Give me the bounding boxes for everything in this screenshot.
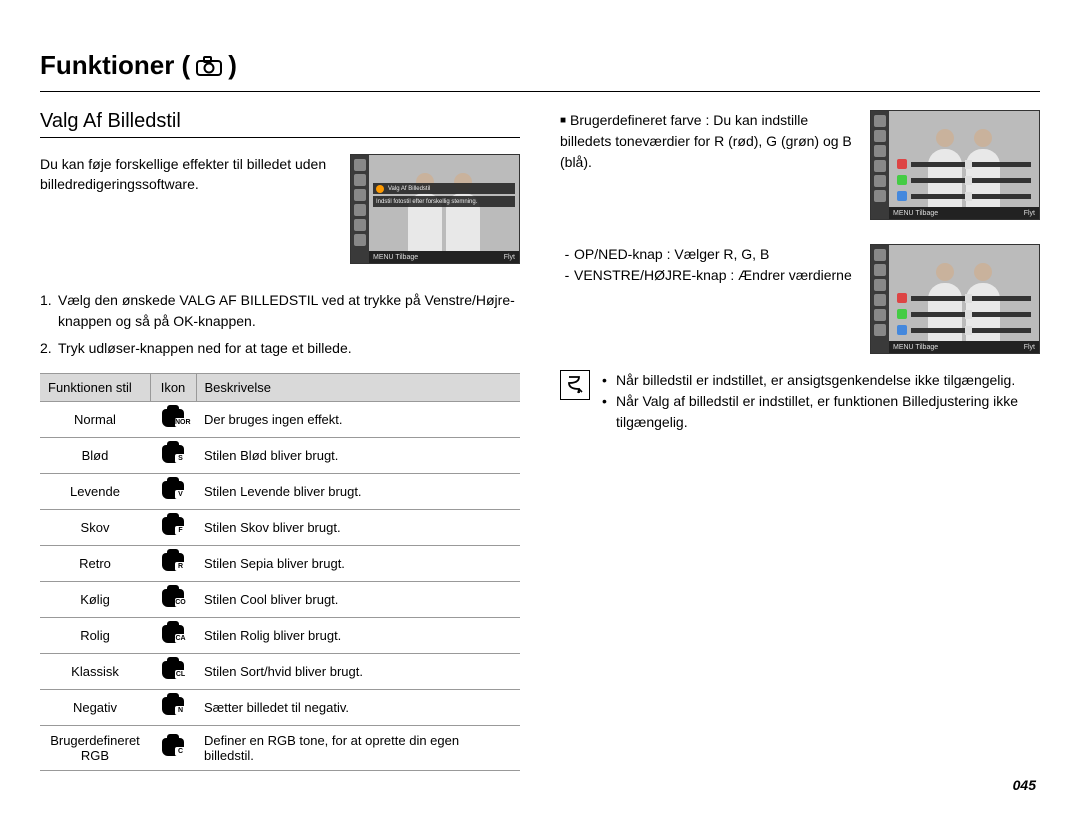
- cell-stil: Negativ: [40, 690, 150, 726]
- table-row: Klassisk CL Stilen Sort/hvid bliver brugt.: [40, 654, 520, 690]
- lcd3-foot-left: MENU Tilbage: [893, 344, 938, 351]
- step-text: Vælg den ønskede VALG AF BILLEDSTIL ved …: [58, 290, 520, 332]
- cell-desc: Definer en RGB tone, for at oprette din …: [196, 726, 520, 771]
- cell-ikon: R: [150, 546, 196, 582]
- th-stil: Funktionen stil: [40, 374, 150, 402]
- cell-stil: Rolig: [40, 618, 150, 654]
- style-icon: CA: [162, 625, 184, 643]
- cell-ikon: F: [150, 510, 196, 546]
- th-ikon: Ikon: [150, 374, 196, 402]
- cell-desc: Stilen Cool bliver brugt.: [196, 582, 520, 618]
- step-num: 1.: [40, 290, 58, 332]
- lcd-preview-2: MENU Tilbage Flyt: [870, 110, 1040, 220]
- step-num: 2.: [40, 338, 58, 359]
- style-icon: R: [162, 553, 184, 571]
- section-divider: [40, 137, 520, 138]
- title-prefix: Funktioner (: [40, 50, 190, 81]
- custom-label: Brugerdefineret farve :: [570, 112, 713, 128]
- note-text: Når Valg af billedstil er indstillet, er…: [616, 391, 1040, 433]
- lcd2-foot-left: MENU Tilbage: [893, 210, 938, 217]
- knap-desc: Vælger R, G, B: [674, 246, 769, 262]
- knap-list: -OP/NED-knap : Vælger R, G, B -VENSTRE/H…: [560, 244, 856, 330]
- bullet-square: ■: [560, 115, 566, 126]
- cell-stil: Retro: [40, 546, 150, 582]
- lcd-sidebar: [351, 155, 369, 263]
- cell-ikon: V: [150, 474, 196, 510]
- table-row: Kølig CO Stilen Cool bliver brugt.: [40, 582, 520, 618]
- page-number: 045: [1013, 777, 1036, 793]
- table-row: Levende V Stilen Levende bliver brugt.: [40, 474, 520, 510]
- page-title: Funktioner ( ): [40, 50, 1040, 81]
- style-icon: F: [162, 517, 184, 535]
- knap-label: VENSTRE/HØJRE-knap :: [574, 267, 738, 283]
- lcd3-foot-right: Flyt: [1024, 344, 1035, 351]
- lcd-preview-1: Valg Af Billedstil Indstil fotostil efte…: [350, 154, 520, 264]
- table-row: Rolig CA Stilen Rolig bliver brugt.: [40, 618, 520, 654]
- style-icon: C: [162, 738, 184, 756]
- cell-ikon: CO: [150, 582, 196, 618]
- steps-list: 1.Vælg den ønskede VALG AF BILLEDSTIL ve…: [40, 290, 520, 359]
- lcd2-foot-right: Flyt: [1024, 210, 1035, 217]
- right-column: ■Brugerdefineret farve : Du kan indstill…: [560, 110, 1040, 771]
- cell-desc: Stilen Blød bliver brugt.: [196, 438, 520, 474]
- cell-desc: Sætter billedet til negativ.: [196, 690, 520, 726]
- cell-ikon: N: [150, 690, 196, 726]
- cell-desc: Stilen Rolig bliver brugt.: [196, 618, 520, 654]
- style-icon: CO: [162, 589, 184, 607]
- style-icon: N: [162, 697, 184, 715]
- table-row: Negativ N Sætter billedet til negativ.: [40, 690, 520, 726]
- step-text: Tryk udløser-knappen ned for at tage et …: [58, 338, 352, 359]
- style-icon: V: [162, 481, 184, 499]
- note-list: •Når billedstil er indstillet, er ansigt…: [602, 370, 1040, 433]
- cell-ikon: CA: [150, 618, 196, 654]
- cell-desc: Stilen Levende bliver brugt.: [196, 474, 520, 510]
- title-divider: [40, 91, 1040, 92]
- cell-stil: Klassisk: [40, 654, 150, 690]
- style-icon: NOR: [162, 409, 184, 427]
- intro-text: Du kan føje forskellige effekter til bil…: [40, 154, 336, 264]
- knap-label: OP/NED-knap :: [574, 246, 674, 262]
- style-icon: CL: [162, 661, 184, 679]
- table-row: Blød S Stilen Blød bliver brugt.: [40, 438, 520, 474]
- camera-icon: [196, 56, 222, 76]
- lcd1-row-sub: Indstil fotostil efter forskellig stemni…: [376, 199, 477, 205]
- cell-desc: Der bruges ingen effekt.: [196, 402, 520, 438]
- lcd1-foot-left: MENU Tilbage: [373, 254, 418, 261]
- lcd-preview-3: MENU Tilbage Flyt: [870, 244, 1040, 354]
- table-row: Retro R Stilen Sepia bliver brugt.: [40, 546, 520, 582]
- cell-ikon: C: [150, 726, 196, 771]
- lcd1-row-title: Valg Af Billedstil: [388, 186, 430, 192]
- cell-desc: Stilen Sort/hvid bliver brugt.: [196, 654, 520, 690]
- lcd1-foot-right: Flyt: [504, 254, 515, 261]
- title-suffix: ): [228, 50, 237, 81]
- custom-color-text: ■Brugerdefineret farve : Du kan indstill…: [560, 110, 856, 220]
- cell-ikon: CL: [150, 654, 196, 690]
- cell-desc: Stilen Sepia bliver brugt.: [196, 546, 520, 582]
- note-box: •Når billedstil er indstillet, er ansigt…: [560, 370, 1040, 433]
- cell-stil: Blød: [40, 438, 150, 474]
- cell-ikon: NOR: [150, 402, 196, 438]
- cell-ikon: S: [150, 438, 196, 474]
- style-icon: S: [162, 445, 184, 463]
- left-column: Valg Af Billedstil Du kan føje forskelli…: [40, 110, 520, 771]
- note-text: Når billedstil er indstillet, er ansigts…: [616, 370, 1015, 391]
- table-row: Normal NOR Der bruges ingen effekt.: [40, 402, 520, 438]
- table-row: Skov F Stilen Skov bliver brugt.: [40, 510, 520, 546]
- cell-desc: Stilen Skov bliver brugt.: [196, 510, 520, 546]
- table-row: Brugerdefineret RGB C Definer en RGB tone,…: [40, 726, 520, 771]
- note-icon: [560, 370, 590, 400]
- cell-stil: Normal: [40, 402, 150, 438]
- styles-table: Funktionen stil Ikon Beskrivelse NormalN…: [40, 373, 520, 771]
- knap-desc: Ændrer værdierne: [738, 267, 852, 283]
- section-title: Valg Af Billedstil: [40, 110, 520, 133]
- th-desc: Beskrivelse: [196, 374, 520, 402]
- cell-stil: Skov: [40, 510, 150, 546]
- cell-stil: Levende: [40, 474, 150, 510]
- cell-stil: Kølig: [40, 582, 150, 618]
- cell-stil: Brugerdefineret RGB: [40, 726, 150, 771]
